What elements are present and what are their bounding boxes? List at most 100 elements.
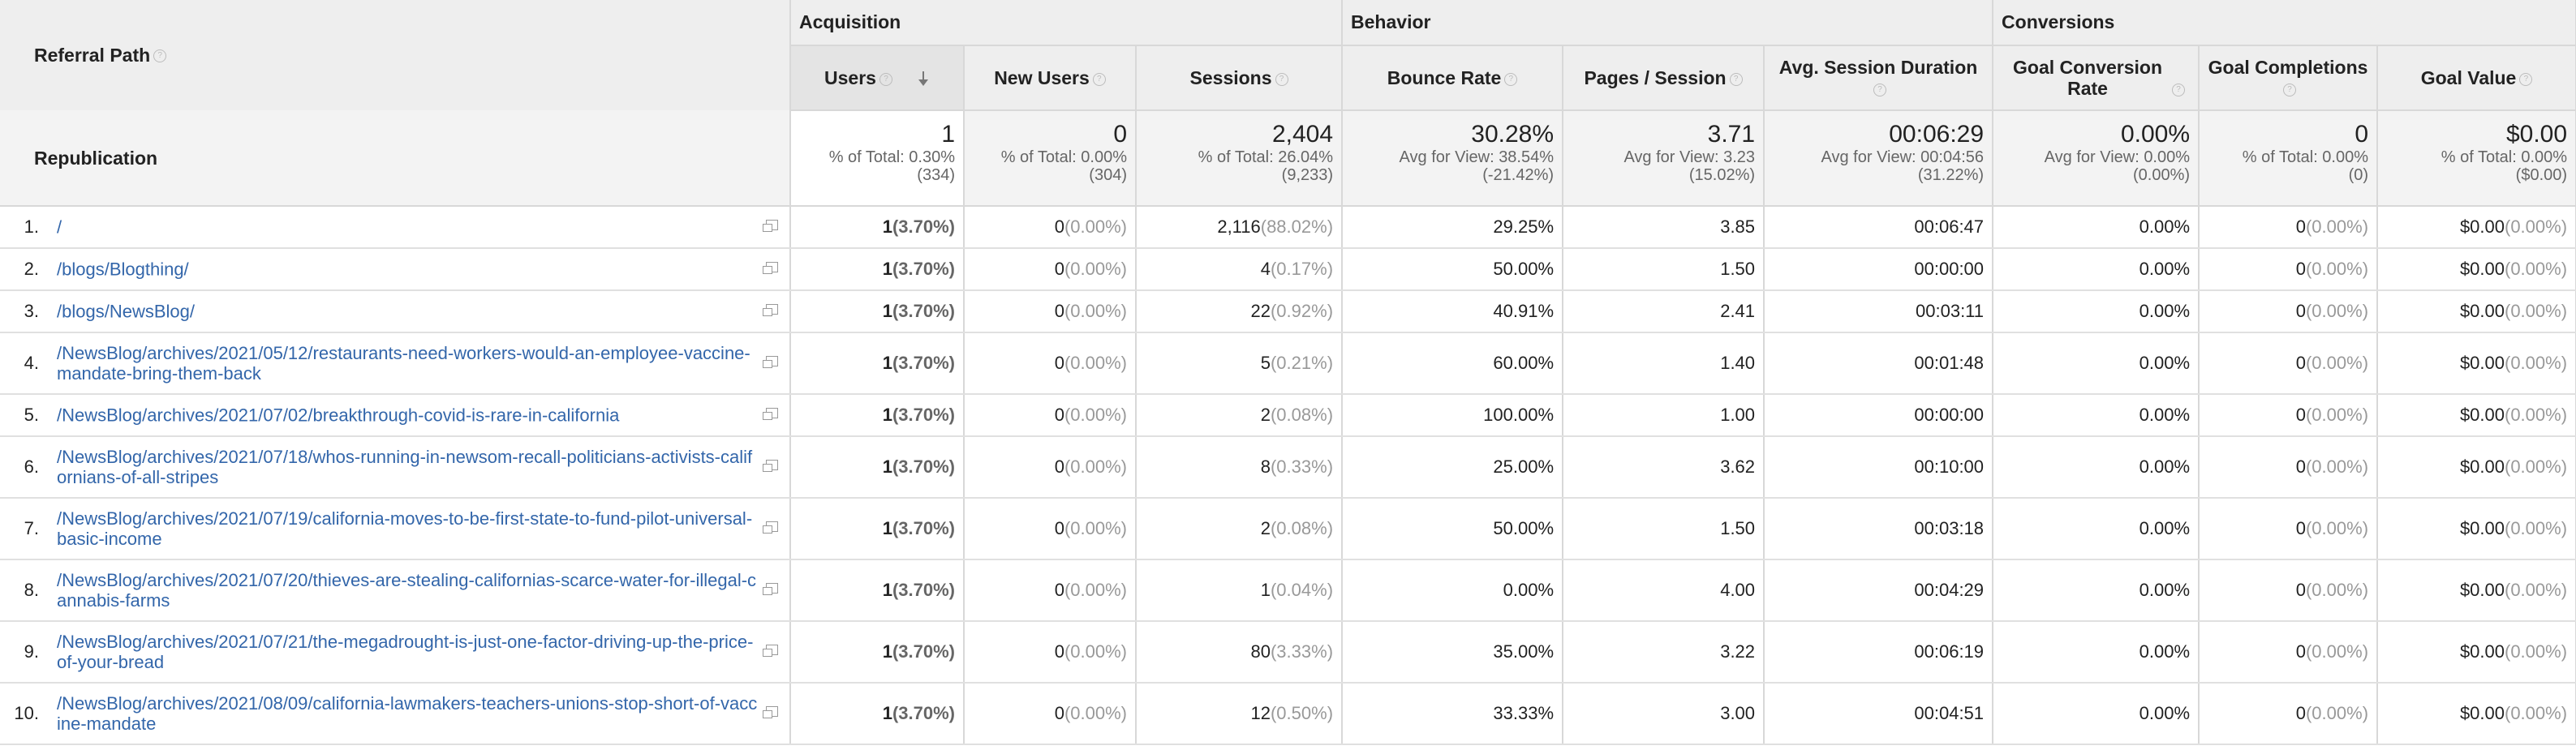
help-icon[interactable]: ? [1873, 83, 1887, 96]
open-external-icon[interactable] [763, 356, 778, 368]
users-value: 1 [882, 580, 892, 600]
users-value: 1 [882, 703, 892, 723]
open-external-icon[interactable] [763, 304, 778, 316]
avg-duration-column-header[interactable]: Avg. Session Duration? [1764, 45, 1994, 111]
pages-session-cell: 4.00 [1563, 559, 1765, 622]
referral-path-cell: 7. /NewsBlog/archives/2021/07/19/californ… [0, 498, 791, 560]
help-icon[interactable]: ? [2519, 72, 2533, 86]
summary-goal-completions: 0% of Total: 0.00% (0) [2199, 110, 2379, 207]
goal-value-cell: $0.00(0.00%) [2377, 394, 2576, 437]
summary-goal-value: $0.00% of Total: 0.00% ($0.00) [2377, 110, 2576, 207]
goal-completions-column-header[interactable]: Goal Completions? [2199, 45, 2379, 111]
summary-goal-value-line2: ($0.00) [2515, 166, 2568, 184]
new-users-cell: 0(0.00%) [964, 683, 1137, 745]
goal-value-percent: (0.00%) [2505, 353, 2568, 373]
row-index: 8. [24, 580, 39, 600]
goal-completions-percent: (0.00%) [2305, 301, 2369, 321]
referral-path-link[interactable]: /blogs/NewsBlog/ [57, 301, 195, 322]
help-icon[interactable]: ? [2283, 83, 2297, 96]
bounce-rate-cell: 35.00% [1342, 621, 1564, 684]
help-icon[interactable]: ? [2172, 83, 2186, 96]
summary-avg-duration: 00:06:29 Avg for View: 00:04:56 (31.22%) [1764, 110, 1994, 207]
summary-users: 1% of Total: 0.30% (334) [790, 110, 965, 207]
summary-users-value: 1 [941, 121, 955, 148]
row-index: 5. [24, 405, 39, 425]
open-external-icon[interactable] [763, 460, 778, 472]
users-value: 1 [882, 456, 892, 477]
referral-path-header[interactable]: Referral Path? [0, 0, 791, 110]
new-users-value: 0 [1054, 518, 1064, 538]
open-external-icon[interactable] [763, 262, 778, 274]
row-index: 10. [14, 703, 39, 723]
avg-duration-cell: 00:06:19 [1764, 621, 1994, 684]
help-icon[interactable]: ? [879, 72, 892, 86]
new-users-value: 0 [1054, 216, 1064, 237]
open-external-icon[interactable] [763, 220, 778, 232]
bounce-rate-cell: 29.25% [1342, 206, 1564, 249]
help-icon[interactable]: ? [1504, 72, 1518, 86]
bounce-rate-cell: 100.00% [1342, 394, 1564, 437]
new-users-column-header[interactable]: New Users? [964, 45, 1137, 111]
goal-value-cell: $0.00(0.00%) [2377, 436, 2576, 499]
sessions-cell: 1(0.04%) [1136, 559, 1344, 622]
open-external-icon[interactable] [763, 645, 778, 657]
referral-path-link[interactable]: /NewsBlog/archives/2021/07/21/the-megadr… [57, 632, 754, 672]
goal-value-percent: (0.00%) [2505, 405, 2568, 425]
sessions-percent: (0.50%) [1270, 703, 1334, 723]
open-external-icon[interactable] [763, 521, 778, 534]
summary-avg-duration-value: 00:06:29 [1889, 121, 1985, 148]
goal-value-cell: $0.00(0.00%) [2377, 559, 2576, 622]
new-users-cell: 0(0.00%) [964, 621, 1137, 684]
summary-sessions-line1: % of Total: 26.04% [1198, 148, 1334, 166]
goal-conv-rate-column-header[interactable]: Goal Conversion Rate? [1993, 45, 2200, 111]
users-column-header[interactable]: Users? [790, 45, 965, 111]
open-external-icon[interactable] [763, 408, 778, 420]
new-users-percent: (0.00%) [1064, 703, 1127, 723]
referral-path-link[interactable]: /NewsBlog/archives/2021/07/19/california… [57, 508, 753, 549]
users-value: 1 [882, 405, 892, 425]
referral-path-link[interactable]: /NewsBlog/archives/2021/05/12/restaurant… [57, 343, 750, 384]
pages-session-column-header[interactable]: Pages / Session? [1563, 45, 1765, 111]
help-icon[interactable]: ? [1275, 72, 1288, 86]
users-percent: (3.70%) [892, 353, 955, 373]
goal-value-percent: (0.00%) [2505, 703, 2568, 723]
row-index: 3. [24, 301, 39, 321]
goal-value-cell: $0.00(0.00%) [2377, 206, 2576, 249]
new-users-cell: 0(0.00%) [964, 248, 1137, 291]
goal-value-column-header[interactable]: Goal Value? [2377, 45, 2576, 111]
goal-conv-rate-cell: 0.00% [1993, 206, 2200, 249]
help-icon[interactable]: ? [153, 49, 167, 63]
referral-path-link[interactable]: / [57, 216, 62, 238]
help-icon[interactable]: ? [1729, 72, 1743, 86]
open-external-icon[interactable] [763, 583, 778, 595]
summary-new-users-line2: (304) [1089, 166, 1127, 184]
referral-path-cell: 8. /NewsBlog/archives/2021/07/20/thieves-… [0, 559, 791, 622]
sessions-percent: (0.04%) [1270, 580, 1334, 600]
goal-completions-cell: 0(0.00%) [2199, 559, 2379, 622]
help-icon[interactable]: ? [1092, 72, 1106, 86]
summary-goal-completions-value: 0 [2355, 121, 2369, 148]
row-index: 2. [24, 259, 39, 279]
summary-new-users-value: 0 [1113, 121, 1127, 148]
avg-duration-cell: 00:01:48 [1764, 332, 1994, 395]
referral-path-link[interactable]: /NewsBlog/archives/2021/07/18/whos-runni… [57, 447, 753, 487]
pages-session-header-label: Pages / Session [1584, 67, 1727, 88]
users-value: 1 [882, 301, 892, 321]
new-users-value: 0 [1054, 259, 1064, 279]
open-external-icon[interactable] [763, 706, 778, 718]
goal-completions-percent: (0.00%) [2305, 405, 2369, 425]
referral-path-link[interactable]: /NewsBlog/archives/2021/08/09/california… [57, 693, 758, 734]
goal-value-value: $0.00 [2459, 259, 2505, 279]
sort-descending-icon[interactable] [917, 71, 930, 88]
new-users-value: 0 [1054, 301, 1064, 321]
bounce-rate-cell: 33.33% [1342, 683, 1564, 745]
referral-path-link[interactable]: /NewsBlog/archives/2021/07/02/breakthrou… [57, 405, 620, 426]
users-percent: (3.70%) [892, 641, 955, 662]
sessions-value: 2 [1260, 405, 1271, 425]
referral-path-link[interactable]: /NewsBlog/archives/2021/07/20/thieves-ar… [57, 570, 757, 611]
referral-path-link[interactable]: /blogs/Blogthing/ [57, 259, 189, 280]
bounce-rate-column-header[interactable]: Bounce Rate? [1342, 45, 1564, 111]
sessions-column-header[interactable]: Sessions? [1136, 45, 1344, 111]
goal-completions-percent: (0.00%) [2305, 456, 2369, 477]
summary-avg-duration-line2: (31.22%) [1917, 166, 1985, 184]
